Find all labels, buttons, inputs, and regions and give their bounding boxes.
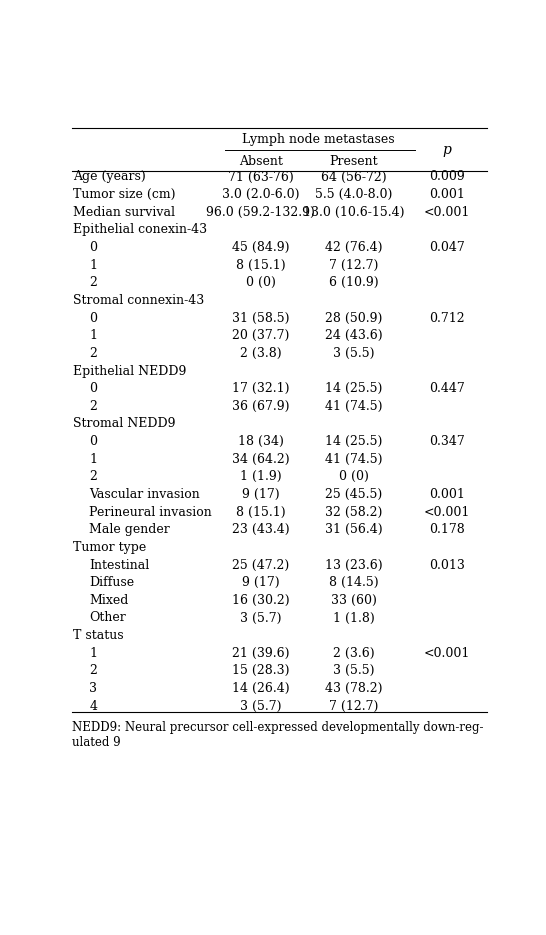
- Text: 0.178: 0.178: [429, 524, 465, 537]
- Text: 24 (43.6): 24 (43.6): [325, 329, 383, 342]
- Text: 3: 3: [90, 682, 97, 695]
- Text: 2: 2: [90, 665, 97, 677]
- Text: 42 (76.4): 42 (76.4): [325, 241, 383, 254]
- Text: Age (years): Age (years): [73, 170, 146, 183]
- Text: 0.001: 0.001: [429, 188, 465, 201]
- Text: 0.347: 0.347: [429, 435, 465, 448]
- Text: 14 (25.5): 14 (25.5): [325, 382, 383, 396]
- Text: 4: 4: [90, 699, 97, 712]
- Text: 5.5 (4.0-8.0): 5.5 (4.0-8.0): [315, 188, 393, 201]
- Text: 0: 0: [90, 382, 97, 396]
- Text: 2: 2: [90, 277, 97, 289]
- Text: 2 (3.6): 2 (3.6): [333, 647, 375, 660]
- Text: 1: 1: [90, 259, 97, 272]
- Text: 96.0 (59.2-132.9): 96.0 (59.2-132.9): [206, 206, 315, 219]
- Text: 0.047: 0.047: [429, 241, 465, 254]
- Text: Epithelial conexin-43: Epithelial conexin-43: [73, 223, 207, 237]
- Text: 33 (60): 33 (60): [331, 594, 377, 607]
- Text: 14 (25.5): 14 (25.5): [325, 435, 383, 448]
- Text: Median survival: Median survival: [73, 206, 175, 219]
- Text: Stromal NEDD9: Stromal NEDD9: [73, 417, 176, 430]
- Text: 9 (17): 9 (17): [242, 488, 280, 501]
- Text: <0.001: <0.001: [424, 647, 470, 660]
- Text: 34 (64.2): 34 (64.2): [232, 453, 289, 466]
- Text: 7 (12.7): 7 (12.7): [329, 259, 378, 272]
- Text: 3 (5.5): 3 (5.5): [333, 347, 375, 360]
- Text: 41 (74.5): 41 (74.5): [325, 400, 383, 412]
- Text: 0 (0): 0 (0): [339, 470, 369, 483]
- Text: T status: T status: [73, 629, 124, 642]
- Text: 2: 2: [90, 400, 97, 412]
- Text: 0 (0): 0 (0): [246, 277, 276, 289]
- Text: Perineural invasion: Perineural invasion: [90, 506, 212, 519]
- Text: 1 (1.9): 1 (1.9): [240, 470, 282, 483]
- Text: Absent: Absent: [239, 154, 283, 167]
- Text: 8 (14.5): 8 (14.5): [329, 576, 379, 589]
- Text: 3 (5.7): 3 (5.7): [240, 611, 282, 625]
- Text: 2: 2: [90, 470, 97, 483]
- Text: <0.001: <0.001: [424, 506, 470, 519]
- Text: 2 (3.8): 2 (3.8): [240, 347, 282, 360]
- Text: 0.009: 0.009: [429, 170, 465, 183]
- Text: 3.0 (2.0-6.0): 3.0 (2.0-6.0): [222, 188, 300, 201]
- Text: Vascular invasion: Vascular invasion: [90, 488, 200, 501]
- Text: 21 (39.6): 21 (39.6): [232, 647, 289, 660]
- Text: 45 (84.9): 45 (84.9): [232, 241, 289, 254]
- Text: 25 (45.5): 25 (45.5): [325, 488, 383, 501]
- Text: 0.001: 0.001: [429, 488, 465, 501]
- Text: Lymph node metastases: Lymph node metastases: [241, 133, 394, 146]
- Text: Intestinal: Intestinal: [90, 558, 150, 571]
- Text: 31 (56.4): 31 (56.4): [325, 524, 383, 537]
- Text: 23 (43.4): 23 (43.4): [232, 524, 289, 537]
- Text: 15 (28.3): 15 (28.3): [232, 665, 289, 677]
- Text: 16 (30.2): 16 (30.2): [232, 594, 289, 607]
- Text: NEDD9: Neural precursor cell-expressed developmentally down-reg-
ulated 9: NEDD9: Neural precursor cell-expressed d…: [73, 721, 484, 749]
- Text: Male gender: Male gender: [90, 524, 170, 537]
- Text: 1: 1: [90, 647, 97, 660]
- Text: 25 (47.2): 25 (47.2): [232, 558, 289, 571]
- Text: p: p: [442, 143, 452, 157]
- Text: 18 (34): 18 (34): [238, 435, 284, 448]
- Text: 31 (58.5): 31 (58.5): [232, 311, 289, 324]
- Text: Stromal connexin-43: Stromal connexin-43: [73, 294, 205, 307]
- Text: 64 (56-72): 64 (56-72): [321, 170, 387, 183]
- Text: 1 (1.8): 1 (1.8): [333, 611, 375, 625]
- Text: 32 (58.2): 32 (58.2): [325, 506, 383, 519]
- Text: 17 (32.1): 17 (32.1): [232, 382, 289, 396]
- Text: 0: 0: [90, 311, 97, 324]
- Text: Epithelial NEDD9: Epithelial NEDD9: [73, 365, 187, 378]
- Text: Present: Present: [330, 154, 378, 167]
- Text: 1: 1: [90, 453, 97, 466]
- Text: 3 (5.7): 3 (5.7): [240, 699, 282, 712]
- Text: 3 (5.5): 3 (5.5): [333, 665, 375, 677]
- Text: Other: Other: [90, 611, 126, 625]
- Text: 13.0 (10.6-15.4): 13.0 (10.6-15.4): [303, 206, 405, 219]
- Text: Tumor type: Tumor type: [73, 541, 146, 554]
- Text: 28 (50.9): 28 (50.9): [325, 311, 383, 324]
- Text: 1: 1: [90, 329, 97, 342]
- Text: 41 (74.5): 41 (74.5): [325, 453, 383, 466]
- Text: 9 (17): 9 (17): [242, 576, 280, 589]
- Text: 43 (78.2): 43 (78.2): [325, 682, 383, 695]
- Text: Mixed: Mixed: [90, 594, 129, 607]
- Text: <0.001: <0.001: [424, 206, 470, 219]
- Text: 2: 2: [90, 347, 97, 360]
- Text: Diffuse: Diffuse: [90, 576, 134, 589]
- Text: 0: 0: [90, 241, 97, 254]
- Text: 0.447: 0.447: [429, 382, 465, 396]
- Text: 14 (26.4): 14 (26.4): [232, 682, 289, 695]
- Text: 8 (15.1): 8 (15.1): [236, 506, 286, 519]
- Text: 20 (37.7): 20 (37.7): [232, 329, 289, 342]
- Text: 0.013: 0.013: [429, 558, 465, 571]
- Text: Tumor size (cm): Tumor size (cm): [73, 188, 176, 201]
- Text: 6 (10.9): 6 (10.9): [329, 277, 379, 289]
- Text: 13 (23.6): 13 (23.6): [325, 558, 383, 571]
- Text: 36 (67.9): 36 (67.9): [232, 400, 289, 412]
- Text: 71 (63-76): 71 (63-76): [228, 170, 294, 183]
- Text: 0.712: 0.712: [429, 311, 465, 324]
- Text: 8 (15.1): 8 (15.1): [236, 259, 286, 272]
- Text: 0: 0: [90, 435, 97, 448]
- Text: 7 (12.7): 7 (12.7): [329, 699, 378, 712]
